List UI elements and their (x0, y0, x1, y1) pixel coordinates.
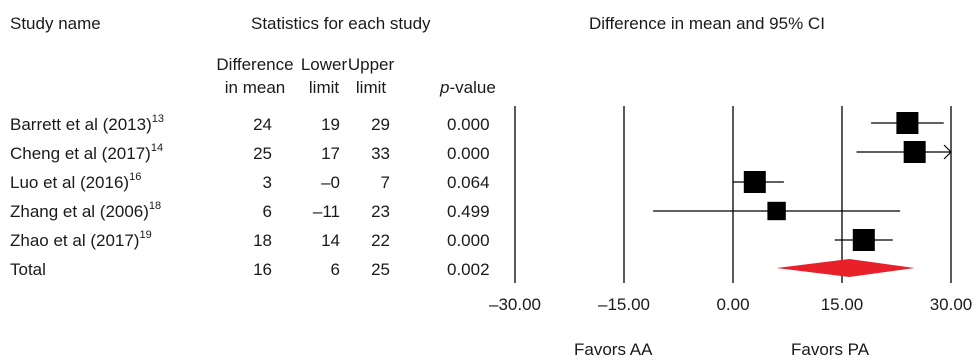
study-name: Zhang et al (2006)18 (10, 200, 162, 221)
p-value: 0.499 (447, 202, 490, 221)
diff-value: 25 (253, 144, 272, 163)
diff-value: 3 (262, 173, 272, 192)
summary-diamond (776, 259, 915, 277)
study-name: Cheng et al (2017)14 (10, 142, 164, 163)
lower-value: 14 (321, 231, 340, 250)
diff-value: 18 (253, 231, 272, 250)
study-name: Barrett et al (2013)13 (10, 113, 164, 134)
upper-value: 33 (371, 144, 390, 163)
lower-value: –11 (312, 202, 340, 221)
upper-value: 7 (380, 173, 390, 192)
favors-right-label: Favors PA (791, 340, 870, 359)
x-tick-label: 0.00 (716, 295, 750, 314)
p-value: 0.000 (447, 115, 490, 134)
x-tick-label: 15.00 (820, 295, 864, 314)
lower-value: 19 (321, 115, 340, 134)
point-estimate-square (903, 141, 926, 163)
total-mark (776, 259, 915, 277)
total-lower-value: 6 (330, 260, 340, 279)
study-marks (653, 112, 952, 251)
study-row-mark (871, 112, 944, 134)
total-label: Total (10, 260, 46, 279)
study-row-mark (856, 141, 952, 163)
stats-group-header: Statistics for each study (251, 14, 431, 33)
lower-value: –0 (321, 173, 340, 192)
x-tick-label: 30.00 (929, 295, 973, 314)
upper-header-2: limit (355, 78, 387, 97)
p-value: 0.000 (447, 144, 490, 163)
upper-value: 29 (371, 115, 390, 134)
p-value-header: p-value (440, 78, 496, 98)
ci-clip-arrow (943, 144, 952, 160)
point-estimate-square (767, 201, 786, 221)
point-estimate-square (896, 112, 919, 134)
study-row-mark (653, 201, 901, 221)
point-estimate-square (743, 171, 766, 193)
total-p-value: 0.002 (447, 260, 490, 279)
study-row-mark (733, 171, 784, 193)
diff-value: 6 (262, 202, 272, 221)
study-name: Zhao et al (2017)19 (10, 229, 152, 250)
x-tick-label: –30.00 (489, 295, 541, 314)
lower-header-1: Lower (300, 55, 348, 74)
p-value: 0.000 (447, 231, 490, 250)
study-row-mark (834, 229, 893, 251)
x-tick-label: –15.00 (598, 295, 650, 314)
p-italic: p (440, 78, 450, 97)
study-name-header: Study name (10, 14, 101, 33)
upper-value: 22 (371, 231, 390, 250)
reference-lines (623, 106, 952, 283)
point-estimate-square (852, 229, 875, 251)
lower-header-2: limit (308, 78, 340, 97)
p-value: 0.064 (447, 173, 490, 192)
total-diff-value: 16 (253, 260, 272, 279)
diff-value: 24 (253, 115, 272, 134)
plot-title: Difference in mean and 95% CI (589, 14, 825, 33)
upper-value: 23 (371, 202, 390, 221)
p-rest: -value (449, 78, 496, 97)
total-upper-value: 25 (371, 260, 390, 279)
study-name: Luo et al (2016)16 (10, 171, 142, 192)
lower-value: 17 (321, 144, 340, 163)
upper-header-1: Upper (347, 55, 395, 74)
diff-header-2: in mean (224, 78, 286, 97)
diff-header-1: Difference (216, 55, 294, 74)
favors-left-label: Favors AA (574, 340, 653, 359)
